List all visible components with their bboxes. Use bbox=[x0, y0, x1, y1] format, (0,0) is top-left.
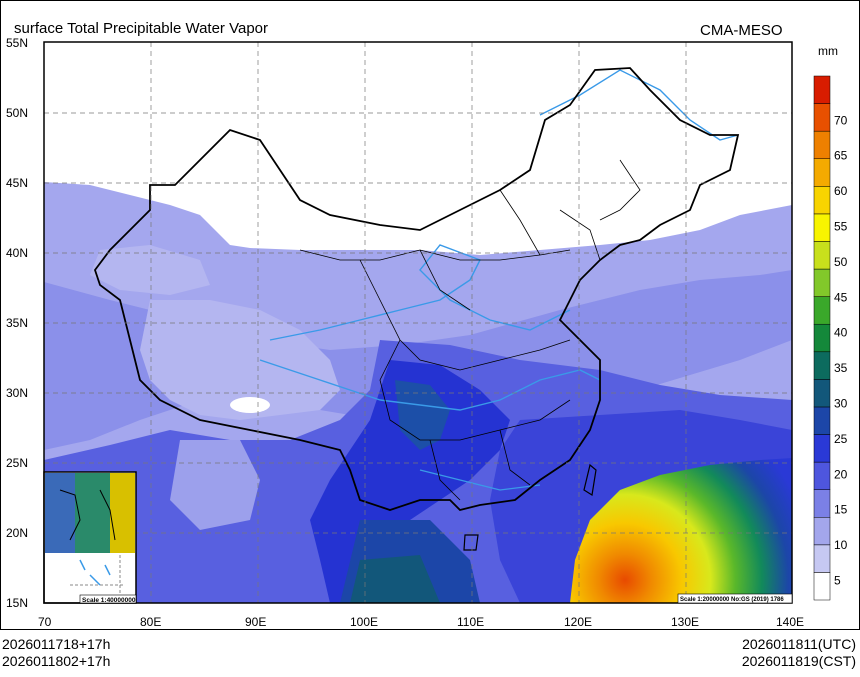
graticule bbox=[44, 42, 792, 603]
lat-tick-45n: 45N bbox=[6, 176, 28, 190]
longitude-axis: 70 80E 90E 100E 110E 120E 130E 140E bbox=[38, 615, 804, 629]
taiwan-outline bbox=[583, 463, 597, 496]
colorbar-label: 20 bbox=[834, 467, 848, 481]
lon-tick-100e: 100E bbox=[350, 615, 378, 629]
colorbar-label: 65 bbox=[834, 149, 848, 163]
colorbar-swatch bbox=[813, 186, 831, 215]
pw-light-patch-west bbox=[90, 245, 210, 295]
colorbar-swatch bbox=[813, 572, 831, 601]
lat-tick-55n: 55N bbox=[6, 36, 28, 50]
lon-tick-80e: 80E bbox=[140, 615, 161, 629]
inset-south-china-sea bbox=[43, 471, 137, 604]
colorbar-swatch bbox=[813, 103, 831, 132]
init-time-cst: 2026011802+17h bbox=[2, 653, 111, 669]
lon-tick-120e: 120E bbox=[564, 615, 592, 629]
lon-tick-140e: 140E bbox=[776, 615, 804, 629]
colorbar-swatch bbox=[813, 213, 831, 242]
lat-tick-20n: 20N bbox=[6, 526, 28, 540]
colorbar-label: 5 bbox=[834, 574, 841, 588]
model-name: CMA-MESO bbox=[700, 22, 783, 39]
colorbar-label: 25 bbox=[834, 432, 848, 446]
lon-tick-90e: 90E bbox=[245, 615, 266, 629]
colorbar-unit: mm bbox=[818, 44, 838, 58]
colorbar-swatch bbox=[813, 130, 831, 159]
colorbar-swatch bbox=[813, 406, 831, 435]
scale-inset-box: Scale 1:40000000 bbox=[79, 594, 137, 604]
colorbar-swatch bbox=[813, 351, 831, 380]
pw-max-region bbox=[570, 458, 792, 603]
colorbar-label: 30 bbox=[834, 397, 848, 411]
colorbar-swatch bbox=[813, 158, 831, 187]
colorbar-swatch bbox=[813, 379, 831, 408]
map-title: surface Total Precipitable Water Vapor bbox=[14, 20, 269, 37]
pw-band-30-35 bbox=[350, 555, 440, 603]
colorbar-swatch bbox=[813, 323, 831, 353]
footer-left: 2026011718+17h 2026011802+17h bbox=[2, 636, 110, 670]
init-time-utc: 2026011718+17h bbox=[2, 636, 111, 652]
lat-tick-35n: 35N bbox=[6, 316, 28, 330]
colorbar-label: 45 bbox=[834, 290, 848, 304]
valid-time-cst: 2026011819(CST) bbox=[741, 653, 856, 669]
colorbar-swatch bbox=[813, 544, 831, 573]
map-frame bbox=[43, 41, 793, 604]
hainan-outline bbox=[463, 534, 479, 551]
pw-light-patch-india bbox=[170, 440, 260, 530]
lon-tick-130e: 130E bbox=[671, 615, 699, 629]
river-pearl bbox=[419, 469, 541, 491]
lat-tick-30n: 30N bbox=[6, 386, 28, 400]
colorbar-swatch bbox=[813, 461, 831, 490]
colorbar-label: 55 bbox=[834, 219, 848, 233]
colorbar-swatch bbox=[813, 268, 831, 297]
colorbar-label: 35 bbox=[834, 361, 848, 375]
dry-patch-tibet bbox=[230, 397, 270, 413]
scale-main-box: Scale 1:20000000 No:GS (2019) 1786 bbox=[677, 593, 793, 604]
river-amur bbox=[539, 69, 739, 141]
valid-time-utc: 2026011811(UTC) bbox=[742, 636, 856, 652]
colorbar-label: 40 bbox=[834, 326, 848, 340]
colorbar-label: 50 bbox=[834, 255, 848, 269]
province-borders bbox=[299, 159, 641, 501]
lat-tick-40n: 40N bbox=[6, 246, 28, 260]
colorbar: 5 10 15 20 25 30 35 40 45 50 55 60 65 70 bbox=[813, 75, 848, 601]
lat-tick-25n: 25N bbox=[6, 456, 28, 470]
lon-tick-70: 70 bbox=[38, 615, 52, 629]
lat-tick-15n: 15N bbox=[6, 596, 28, 610]
plateau-light bbox=[140, 300, 340, 420]
river-yangtze bbox=[259, 359, 601, 411]
colorbar-label: 60 bbox=[834, 184, 848, 198]
dry-region-north bbox=[44, 42, 792, 255]
scale-inset-text: Scale 1:40000000 bbox=[82, 597, 136, 604]
lon-tick-110e: 110E bbox=[457, 615, 484, 629]
footer-right: 2026011811(UTC) 2026011819(CST) bbox=[742, 636, 856, 670]
colorbar-swatch bbox=[813, 241, 831, 270]
latitude-axis: 55N 50N 45N 40N 35N 30N 25N 20N 15N bbox=[6, 36, 28, 610]
pw-field bbox=[44, 42, 792, 603]
colorbar-label: 70 bbox=[834, 113, 848, 127]
colorbar-swatch bbox=[813, 296, 831, 325]
colorbar-swatch bbox=[813, 517, 831, 546]
colorbar-swatch bbox=[813, 489, 831, 518]
scale-main-text: Scale 1:20000000 No:GS (2019) 1786 bbox=[680, 597, 784, 603]
china-border bbox=[93, 67, 740, 511]
colorbar-swatch bbox=[813, 434, 831, 463]
colorbar-label: 15 bbox=[834, 503, 848, 517]
colorbar-label: 10 bbox=[834, 538, 848, 552]
lat-tick-50n: 50N bbox=[6, 106, 28, 120]
colorbar-swatch bbox=[813, 75, 831, 104]
